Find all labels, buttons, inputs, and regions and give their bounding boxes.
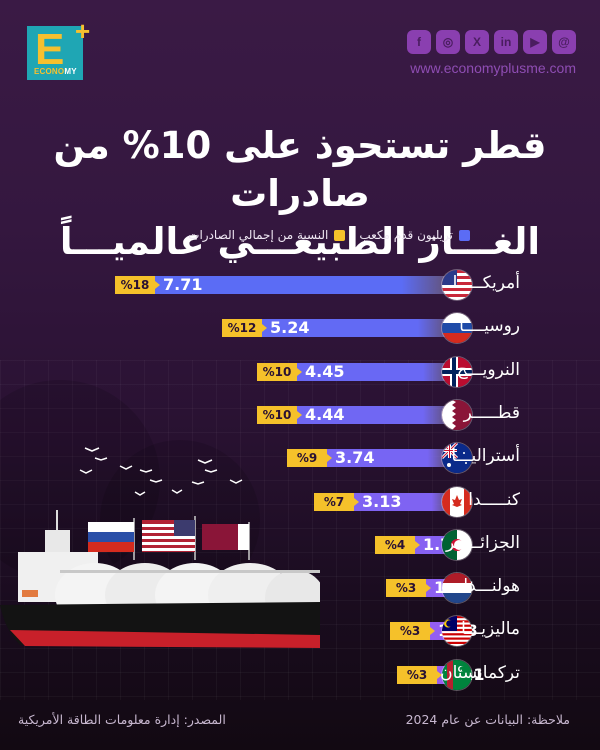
flag-tm-icon	[442, 659, 472, 690]
share-badge: %9	[287, 449, 332, 468]
country-label: كنـــــدا	[468, 489, 520, 510]
logo-plus-icon: +	[75, 16, 91, 46]
volume-value: 4.44	[305, 404, 345, 424]
flag-no-icon	[442, 356, 472, 387]
legend-swatch-yellow	[334, 229, 346, 241]
flag-dz-icon	[442, 529, 472, 560]
flag-ca-icon	[442, 486, 472, 517]
chart-row: %10 4.44 قطـــــر	[0, 395, 600, 435]
flag-us-icon	[442, 270, 472, 300]
share-badge: %10	[257, 405, 302, 424]
legend-item-share: النسبة من إجمالي الصادرات	[188, 228, 346, 242]
linkedin-icon[interactable]: in	[494, 30, 518, 54]
volume-value: 5.24	[270, 318, 310, 338]
chart-row: %31.47هولنـــدا	[0, 568, 600, 608]
volume-value: 4.45	[305, 361, 345, 381]
country-label: أستراليـــا	[451, 446, 520, 467]
flag-ru-icon	[442, 313, 472, 344]
country-label: ماليزيـــا	[461, 619, 520, 640]
footer-source: المصدر: إدارة معلومات الطاقة الأمريكية	[18, 712, 226, 727]
facebook-icon[interactable]: f	[407, 30, 431, 54]
country-label: أمريكـــــا	[452, 273, 520, 293]
instagram-icon[interactable]: ◎	[436, 30, 460, 54]
chart-row: %31.38ماليزيـــا	[0, 611, 600, 651]
volume-bar	[259, 362, 452, 381]
flag-nl-icon	[442, 573, 472, 604]
country-label: النرويـــج	[456, 359, 520, 380]
country-label: روسيــــا	[459, 316, 520, 337]
lng-tanker-illustration	[0, 447, 320, 648]
logo-text: ECONOMY	[34, 67, 77, 76]
chart-row: %31.21تركمانستان	[0, 655, 600, 695]
volume-bar	[117, 276, 452, 294]
volume-value: 3.74	[335, 448, 375, 468]
threads-icon[interactable]: @	[552, 30, 576, 54]
economy-plus-logo[interactable]: E + ECONOMY	[27, 16, 91, 84]
share-badge: %4	[375, 535, 420, 554]
flag-au-icon	[442, 443, 472, 474]
logo-box	[27, 26, 83, 80]
chart-row: %7 3.13 كنـــــدا	[0, 482, 600, 522]
share-badge: %18	[115, 276, 160, 294]
legend-label-share: النسبة من إجمالي الصادرات	[188, 228, 329, 242]
volume-bar	[224, 319, 452, 338]
country-label: الجزائـــــر	[446, 532, 520, 553]
share-badge: %10	[257, 362, 302, 381]
share-badge: %3	[386, 579, 431, 598]
volume-value: 3.13	[362, 491, 402, 511]
title-line-1: قطر تستحوذ على 10% من صادرات	[53, 124, 547, 215]
share-badge: %7	[314, 492, 359, 511]
chart-row: %12 5.24 روسيــــا	[0, 308, 600, 348]
page-title: قطر تستحوذ على 10% من صادرات الغـــاز ال…	[0, 122, 600, 266]
chart-legend: تريليون قدم مكعب النسبة من إجمالي الصادر…	[188, 228, 470, 242]
legend-swatch-blue	[459, 229, 470, 241]
chart-row: %9 3.74 أستراليـــا	[0, 438, 600, 478]
country-label: تركمانستان	[440, 662, 520, 683]
volume-value: 7.71	[163, 275, 203, 294]
chart-row: %10 4.45 النرويـــج	[0, 352, 600, 392]
youtube-icon[interactable]: ▶	[523, 30, 547, 54]
country-label: هولنـــدا	[463, 576, 520, 597]
volume-bar	[259, 405, 452, 424]
country-label: قطـــــر	[463, 402, 520, 423]
volume-bar	[289, 449, 452, 468]
logo-letter: E	[35, 25, 65, 74]
share-badge: %3	[397, 665, 442, 684]
share-badge: %12	[222, 319, 267, 338]
x-icon[interactable]: X	[465, 30, 489, 54]
flag-qa-icon	[442, 399, 472, 430]
chart-row: %41.73الجزائـــــر	[0, 525, 600, 565]
chart-row: %18 7.71 أمريكـــــا	[0, 265, 600, 305]
legend-label-volume: تريليون قدم مكعب	[359, 228, 453, 242]
flag-my-icon	[442, 616, 472, 647]
footer: ملاحظة: البيانات عن عام 2024 المصدر: إدا…	[0, 712, 600, 732]
website-link[interactable]: www.economyplusme.com	[410, 60, 576, 76]
legend-item-volume: تريليون قدم مكعب	[359, 228, 470, 242]
share-badge: %3	[390, 622, 435, 641]
birds-icon	[79, 447, 243, 496]
footer-note: ملاحظة: البيانات عن عام 2024	[405, 712, 570, 727]
title-line-2: الغـــاز الطبيعـــي عالميـــاً	[59, 220, 541, 263]
